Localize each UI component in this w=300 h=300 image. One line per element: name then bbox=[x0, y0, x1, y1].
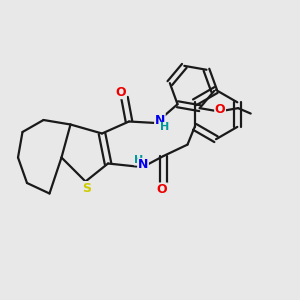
Text: O: O bbox=[157, 183, 167, 196]
Text: N: N bbox=[138, 158, 148, 172]
Text: N: N bbox=[155, 113, 165, 127]
Text: H: H bbox=[134, 155, 143, 165]
Text: H: H bbox=[160, 122, 169, 133]
Text: O: O bbox=[215, 103, 225, 116]
Text: O: O bbox=[116, 85, 126, 99]
Text: S: S bbox=[82, 182, 91, 195]
